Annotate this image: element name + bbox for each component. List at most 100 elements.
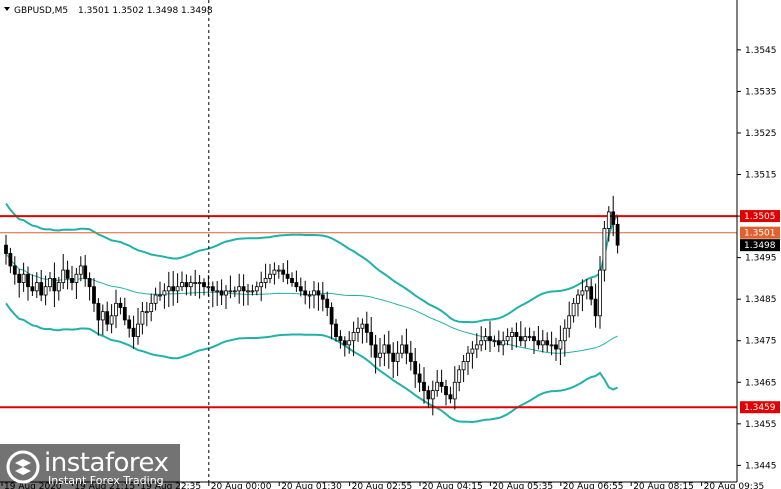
- candle: [144, 302, 149, 327]
- candle: [580, 279, 585, 312]
- candle: [386, 330, 391, 369]
- candle: [61, 254, 66, 290]
- candle: [527, 327, 532, 342]
- candle: [316, 282, 321, 311]
- candle: [114, 289, 118, 329]
- price-tag-label: 1.3498: [744, 241, 776, 251]
- candle: [369, 316, 374, 358]
- candle: [241, 274, 246, 306]
- candle: [461, 355, 466, 383]
- candle: [232, 286, 237, 297]
- price-tick-label: 1.3525: [745, 129, 777, 139]
- price-tick-label: 1.3485: [745, 295, 777, 305]
- time-tick-label: 20 Aug 04:15: [422, 482, 483, 489]
- candle: [171, 270, 176, 306]
- candle: [272, 262, 277, 285]
- candle: [290, 272, 294, 287]
- candle: [351, 321, 356, 357]
- candle: [131, 315, 136, 349]
- candle: [285, 260, 290, 285]
- price-tag-level: 1.3505: [740, 210, 780, 223]
- candle: [589, 278, 594, 306]
- candle: [329, 302, 334, 340]
- candle: [254, 281, 259, 296]
- price-tick-label: 1.3465: [745, 378, 777, 388]
- candle: [400, 335, 404, 359]
- candle: [426, 385, 431, 408]
- candle: [87, 272, 92, 301]
- instaforex-logo-icon: [6, 450, 40, 484]
- price-tag-label: 1.3505: [744, 212, 776, 222]
- watermark: instaforex Instant Forex Trading: [0, 444, 180, 489]
- candle: [312, 281, 316, 309]
- time-tick-label: 20 Aug 08:15: [633, 482, 694, 489]
- candle: [532, 330, 536, 354]
- collapse-triangle-icon[interactable]: [4, 7, 10, 11]
- price-tag-bid: 1.3498: [740, 239, 780, 252]
- candle: [294, 270, 299, 292]
- candle: [43, 275, 48, 306]
- candle: [422, 367, 426, 404]
- candle: [448, 386, 453, 404]
- candle: [109, 304, 114, 334]
- candle: [567, 301, 572, 338]
- candle: [237, 273, 242, 304]
- price-tick-label: 1.3445: [745, 461, 777, 471]
- watermark-brand: instaforex: [44, 448, 169, 478]
- candle: [334, 318, 338, 342]
- candle: [378, 337, 382, 367]
- candle: [127, 315, 132, 338]
- candlestick-series: [4, 195, 620, 416]
- candle: [571, 298, 576, 323]
- candle: [83, 254, 88, 287]
- candle: [514, 322, 519, 348]
- candle: [611, 195, 616, 237]
- candle: [395, 341, 400, 376]
- candle: [65, 260, 70, 290]
- candle: [118, 297, 123, 315]
- candle: [219, 279, 224, 306]
- candle: [250, 284, 255, 296]
- price-tag-label: 1.3501: [744, 229, 776, 239]
- candle: [30, 274, 35, 296]
- candle: [488, 321, 492, 352]
- candle: [4, 234, 8, 265]
- candle: [105, 301, 110, 332]
- time-tick-label: 20 Aug 00:00: [211, 482, 272, 489]
- candle: [210, 281, 215, 308]
- candle: [320, 281, 325, 312]
- candle: [554, 337, 558, 362]
- candle: [281, 263, 286, 283]
- candle: [303, 280, 308, 305]
- price-tick-label: 1.3475: [745, 337, 777, 347]
- candle: [338, 330, 343, 349]
- candle: [158, 281, 162, 301]
- candle: [70, 265, 74, 291]
- candle: [505, 328, 510, 346]
- price-tick-label: 1.3535: [745, 87, 777, 97]
- candle: [162, 283, 167, 309]
- candle: [188, 275, 193, 296]
- candle: [96, 298, 101, 336]
- candle: [268, 263, 272, 284]
- candle: [452, 366, 457, 410]
- lower-band: [5, 302, 618, 424]
- candle: [584, 279, 589, 300]
- candle: [246, 283, 250, 306]
- candle: [602, 220, 607, 282]
- candle: [149, 293, 154, 322]
- chart-ohlc: 1.3501 1.3502 1.3498 1.3498: [78, 6, 213, 16]
- candle: [501, 331, 506, 356]
- candle: [153, 287, 158, 311]
- candle: [562, 319, 567, 357]
- candle: [545, 332, 550, 352]
- upper-band: [5, 203, 619, 324]
- candle: [364, 311, 369, 343]
- candle: [549, 331, 554, 356]
- price-tags: 1.3505 1.3501 1.3498 1.3459: [740, 210, 780, 414]
- candle: [483, 328, 488, 351]
- candle: [457, 365, 462, 392]
- candle: [166, 271, 171, 308]
- time-tick-label: 20 Aug 06:55: [563, 482, 624, 489]
